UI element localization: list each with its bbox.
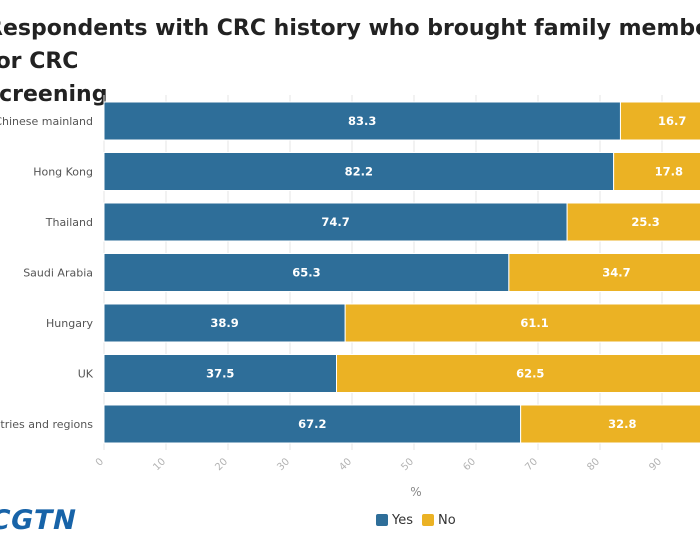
bar-no[interactable] (508, 253, 700, 292)
legend: Yes No (376, 510, 465, 530)
data-label: 62.5 (516, 367, 544, 381)
category-label: Hong Kong (33, 166, 93, 179)
x-tick-label: 90 (647, 456, 664, 473)
bar-no[interactable] (336, 354, 700, 393)
data-label: 32.8 (608, 417, 636, 431)
bar-no[interactable] (613, 152, 700, 191)
data-label: 67.2 (298, 417, 326, 431)
bar-yes[interactable] (103, 202, 568, 242)
category-labels: Chinese mainland Hong Kong Thailand Saudi A… (0, 115, 94, 431)
legend-label-yes: Yes (392, 512, 413, 528)
x-tick-label: 0 (94, 456, 106, 468)
data-label: 38.9 (210, 316, 238, 330)
legend-swatch-yes (376, 514, 388, 526)
x-tick-label: 30 (275, 456, 292, 473)
data-label: 16.7 (658, 114, 686, 128)
data-label: 83.3 (348, 114, 376, 128)
bar-yes[interactable] (103, 354, 337, 393)
bar-no[interactable] (619, 101, 700, 141)
x-tick-label: 50 (399, 456, 416, 473)
legend-item-yes[interactable]: Yes (376, 513, 413, 528)
brand-logo: CGTN (0, 505, 80, 536)
bar-no[interactable] (566, 202, 700, 242)
x-axis-ticks: 0102030405060708090100 (94, 456, 664, 473)
data-label: 25.3 (631, 215, 659, 229)
bar-yes[interactable] (103, 303, 346, 343)
bar-yes[interactable] (103, 152, 615, 191)
data-label: 34.7 (602, 266, 630, 280)
category-label: Saudi Arabia (23, 267, 93, 280)
legend-item-no[interactable]: No (422, 513, 456, 528)
legend-swatch-no (422, 514, 434, 526)
bar-yes[interactable] (103, 404, 522, 444)
category-label: Thailand (45, 216, 93, 229)
bar-yes[interactable] (103, 101, 621, 141)
category-label: UK (78, 368, 94, 381)
data-label: 37.5 (206, 367, 234, 381)
bars: 83.3 16.7 82.2 17.8 74.7 25.3 65.3 34.7 38.9 61.1… (103, 101, 700, 444)
data-label: 17.8 (655, 165, 683, 179)
category-label: Hungary (46, 317, 93, 330)
data-label: 74.7 (321, 215, 349, 229)
x-tick-label: 40 (337, 456, 354, 473)
category-label: Other countries and regions (0, 418, 93, 431)
legend-label-no: No (438, 512, 456, 528)
bar-no[interactable] (344, 303, 700, 343)
x-tick-label: 70 (523, 456, 540, 473)
data-label: 61.1 (520, 316, 548, 330)
category-label: Chinese mainland (0, 115, 93, 128)
data-label: 65.3 (292, 266, 320, 280)
x-tick-label: 20 (213, 456, 230, 473)
x-tick-label: 80 (585, 456, 602, 473)
x-tick-label: 10 (151, 456, 168, 473)
bar-no[interactable] (520, 404, 700, 444)
chart-title: Respondents with CRC history who brought… (0, 16, 700, 107)
data-label: 82.2 (345, 165, 373, 179)
x-tick-label: 60 (461, 456, 478, 473)
x-axis-title: % (410, 485, 421, 499)
